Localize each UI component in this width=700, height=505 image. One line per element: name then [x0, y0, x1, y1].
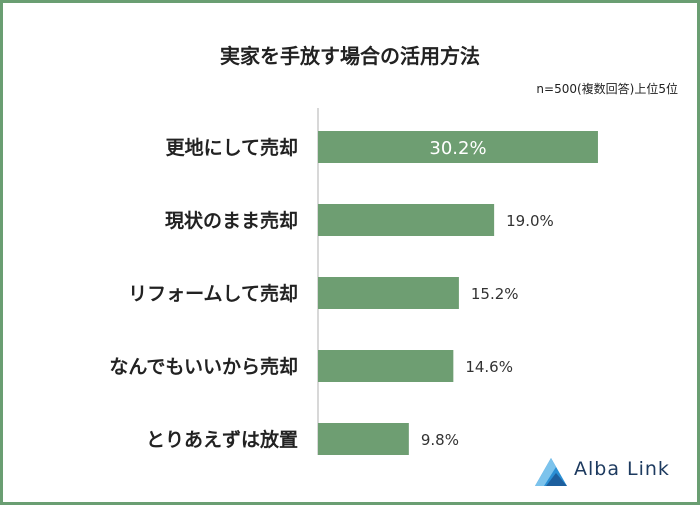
brand-name: Alba Link [574, 458, 670, 480]
category-label: とりあえずは放置 [146, 428, 298, 451]
category-label: リフォームして売却 [128, 282, 298, 305]
value-label: 15.2% [471, 285, 519, 303]
bar [318, 423, 409, 455]
value-label: 14.6% [465, 358, 513, 376]
value-label: 9.8% [421, 431, 459, 449]
category-label: なんでもいいから売却 [109, 355, 298, 378]
category-label: 更地にして売却 [166, 136, 298, 159]
bar [318, 350, 454, 382]
chart-title: 実家を手放す場合の活用方法 [220, 44, 480, 68]
bar [318, 131, 598, 163]
category-label: 現状のまま売却 [165, 209, 298, 232]
brand-logo: Alba Link [534, 455, 694, 491]
sample-size-note: n=500(複数回答)上位5位 [536, 82, 678, 96]
bar [318, 204, 495, 236]
triangle-mountain-logo-icon [535, 458, 567, 486]
value-label: 30.2% [429, 138, 486, 159]
value-label: 19.0% [506, 212, 554, 230]
bar [318, 277, 459, 309]
